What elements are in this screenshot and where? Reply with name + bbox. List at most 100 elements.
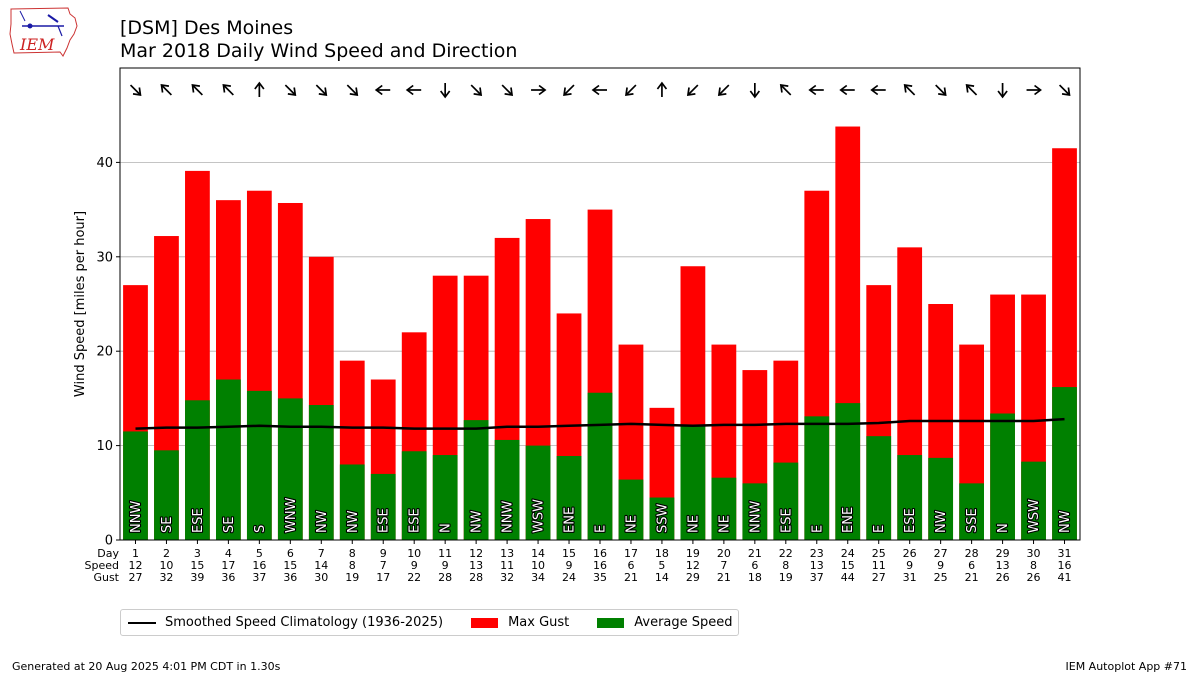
direction-label: SSE	[965, 508, 980, 533]
legend-color-swatch	[471, 617, 499, 628]
arrow-icon	[591, 84, 607, 96]
day-label: 19	[686, 547, 700, 560]
direction-label: S	[253, 525, 268, 533]
arrow-icon	[531, 84, 547, 96]
arrow-shaft	[192, 85, 203, 96]
arrow-shaft	[719, 84, 730, 95]
direction-label: ENE	[563, 507, 578, 533]
arrow-head	[717, 87, 727, 96]
gust-label: 36	[221, 571, 235, 584]
gust-label: 19	[345, 571, 359, 584]
arrow-icon	[808, 84, 824, 96]
speed-bar	[835, 403, 861, 540]
speed-label: 13	[469, 559, 483, 572]
climatology-line	[135, 417, 1065, 430]
day-label: 5	[256, 547, 263, 560]
speed-label: 9	[442, 559, 449, 572]
arrow-head	[591, 84, 600, 96]
speed-bar	[154, 450, 179, 540]
direction-label: SSW	[655, 503, 670, 533]
speed-label: 12	[686, 559, 700, 572]
speed-bar	[742, 483, 768, 540]
y-tick-label: 10	[96, 439, 113, 454]
speed-label: 9	[411, 559, 418, 572]
arrow-head	[686, 87, 696, 96]
arrow-head	[405, 84, 414, 96]
speed-label: 8	[782, 559, 789, 572]
speed-bar	[649, 497, 675, 540]
arrow-icon	[129, 84, 142, 96]
climatology-layer	[135, 417, 1065, 430]
speed-label: 15	[841, 559, 855, 572]
arrow-head	[997, 90, 1008, 99]
legend-line-swatch	[128, 621, 156, 624]
day-label: 1	[132, 547, 139, 560]
arrow-icon	[1026, 84, 1042, 96]
direction-label: NW	[470, 510, 485, 533]
speed-label: 15	[190, 559, 204, 572]
direction-label: NE	[686, 515, 701, 533]
speed-bar	[897, 455, 923, 540]
day-label: 28	[965, 547, 979, 560]
legend-item: Average Speed	[597, 615, 733, 630]
speed-label: 8	[349, 559, 356, 572]
speed-bar	[246, 390, 272, 540]
arrow-icon	[656, 81, 668, 97]
day-label: 29	[996, 547, 1010, 560]
arrow-head	[504, 87, 514, 96]
arrow-head	[965, 84, 975, 93]
speed-label: 7	[380, 559, 387, 572]
direction-label: NW	[934, 510, 949, 533]
day-label: 8	[349, 547, 356, 560]
speed-bar	[463, 420, 489, 540]
arrow-head	[903, 84, 913, 93]
arrow-head	[870, 84, 879, 96]
speed-bar	[556, 455, 582, 540]
arrow-icon	[870, 84, 886, 96]
day-label: 22	[779, 547, 793, 560]
gust-label: 28	[438, 571, 452, 584]
arrow-shaft	[935, 84, 946, 95]
direction-label: ESE	[191, 508, 206, 533]
day-label: 14	[531, 547, 545, 560]
arrow-shaft	[315, 84, 327, 95]
arrow-icon	[686, 84, 699, 96]
speed-label: 10	[531, 559, 545, 572]
gust-label: 37	[810, 571, 824, 584]
direction-labels: NNW SE ESE SE S WNW NW NW ESE ESE N NW NNW WSW ENE E NE S…	[128, 496, 1074, 534]
gust-label: 37	[252, 571, 266, 584]
legend-item: Smoothed Speed Climatology (1936-2025)	[126, 615, 443, 630]
legend: Smoothed Speed Climatology (1936-2025) Ma…	[120, 609, 739, 636]
arrow-icon	[222, 84, 234, 96]
arrow-shaft	[966, 85, 978, 96]
speed-label: 11	[500, 559, 514, 572]
speed-label: 6	[627, 559, 634, 572]
direction-label: ESE	[779, 508, 794, 533]
gust-label: 19	[779, 571, 793, 584]
speed-bar	[185, 400, 210, 540]
direction-label: SE	[222, 517, 237, 533]
day-label: 2	[163, 547, 170, 560]
gust-label: 32	[500, 571, 514, 584]
y-tick-label: 30	[96, 250, 113, 265]
arrow-head	[439, 90, 451, 99]
arrow-head	[656, 81, 668, 90]
arrow-shaft	[284, 84, 296, 95]
direction-label: NW	[1058, 510, 1073, 533]
arrow-shaft	[129, 84, 141, 95]
direction-label: N	[996, 523, 1011, 533]
legend-color-swatch	[597, 617, 625, 628]
direction-label: ESE	[903, 508, 918, 533]
speed-bar	[928, 457, 954, 540]
arrow-head	[1034, 84, 1042, 96]
gust-label: 26	[1027, 571, 1041, 584]
speed-bar	[1021, 461, 1046, 540]
speed-bar	[587, 392, 613, 540]
day-label: 27	[934, 547, 948, 560]
speed-label: 16	[593, 559, 607, 572]
speed-bar	[370, 473, 396, 540]
arrow-icon	[439, 83, 451, 99]
legend-label: Smoothed Speed Climatology (1936-2025)	[165, 615, 444, 630]
arrow-icon	[1058, 84, 1071, 96]
arrow-head	[779, 84, 789, 93]
